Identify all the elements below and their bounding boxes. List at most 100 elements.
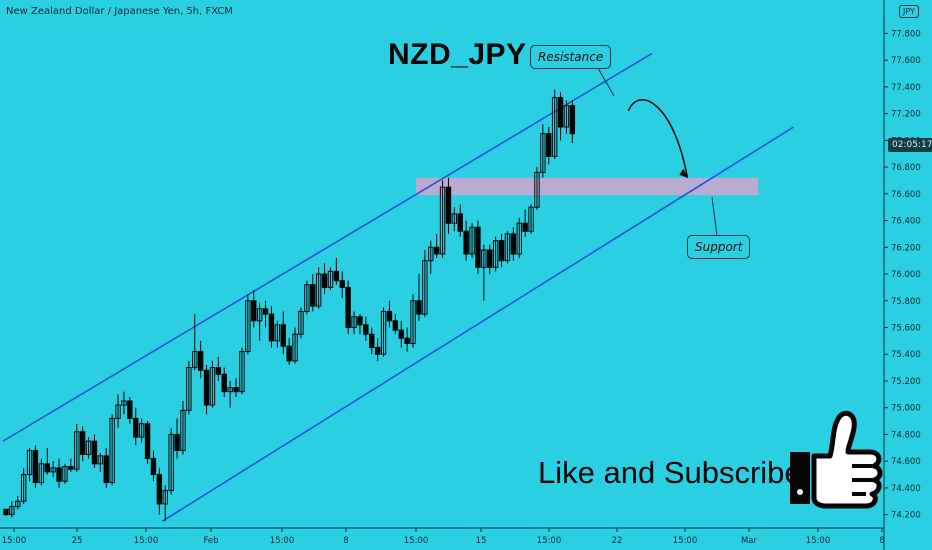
- y-tick-label: 74.400: [891, 484, 921, 494]
- candle: [3, 508, 9, 516]
- y-tick-label: 75.000: [891, 404, 921, 414]
- channel-upper-line: [2, 52, 653, 442]
- candle: [333, 257, 340, 285]
- x-tick-label: 15:00: [404, 536, 429, 546]
- candle: [79, 426, 86, 462]
- x-tick-label: 25: [72, 536, 83, 546]
- candle: [162, 485, 168, 522]
- candle: [239, 347, 245, 395]
- candle: [174, 418, 180, 459]
- candle: [38, 458, 45, 486]
- candle: [138, 418, 145, 443]
- candle: [339, 271, 345, 299]
- candle: [398, 320, 404, 348]
- y-tick-label: 76.800: [891, 163, 921, 173]
- candle: [227, 380, 233, 408]
- candle: [62, 463, 68, 484]
- y-tick-label: 77.400: [891, 83, 921, 93]
- candle: [351, 311, 357, 335]
- y-tick-label: 76.200: [891, 243, 921, 253]
- candle: [221, 367, 227, 398]
- candles: [3, 89, 576, 522]
- x-tick-label: 15:00: [270, 536, 295, 546]
- y-tick-label: 76.600: [891, 190, 921, 200]
- candle: [186, 360, 192, 415]
- candle: [315, 267, 322, 309]
- candle: [374, 338, 381, 361]
- candle: [475, 220, 481, 275]
- candle: [115, 394, 121, 428]
- candle: [563, 100, 570, 134]
- candle: [233, 378, 239, 398]
- candle: [327, 267, 334, 291]
- candle: [433, 233, 440, 258]
- candle: [504, 231, 511, 264]
- like-subscribe-text: Like and Subscribe: [538, 455, 802, 490]
- candle: [439, 180, 446, 258]
- symbol-title: New Zealand Dollar / Japanese Yen, 5h, F…: [6, 6, 233, 17]
- candle: [192, 314, 198, 371]
- candle: [298, 307, 304, 339]
- support-zone: [416, 177, 759, 196]
- candle: [410, 294, 416, 348]
- candle: [416, 274, 422, 321]
- candle: [540, 124, 546, 178]
- candle: [380, 307, 387, 357]
- candle: [209, 360, 216, 408]
- y-tick-label: 75.400: [891, 350, 921, 360]
- candle: [528, 204, 534, 234]
- y-tick-label: 75.800: [891, 297, 921, 307]
- candle: [26, 447, 33, 482]
- candle: [392, 314, 399, 335]
- candle: [386, 300, 393, 328]
- candle: [97, 453, 104, 472]
- candle: [85, 437, 92, 459]
- x-tick-label: 15:00: [2, 536, 27, 546]
- candle: [357, 314, 363, 335]
- candle: [522, 209, 528, 237]
- candle: [74, 423, 80, 472]
- candle: [245, 294, 251, 355]
- candle: [487, 244, 493, 275]
- candle: [180, 401, 186, 455]
- x-tick-label: 8: [343, 536, 348, 546]
- candle: [310, 274, 316, 312]
- candle: [103, 447, 109, 488]
- x-tick-label: 15: [476, 536, 487, 546]
- currency-badge[interactable]: JPY: [899, 5, 919, 18]
- candle: [9, 501, 15, 518]
- x-tick-label: 22: [612, 536, 623, 546]
- candle: [15, 495, 21, 510]
- support-pointer: [711, 196, 718, 237]
- candle: [463, 220, 469, 261]
- candle: [492, 236, 499, 272]
- candle: [215, 356, 222, 381]
- chart-title: NZD_JPY: [388, 38, 527, 71]
- candle: [56, 458, 62, 488]
- candle: [50, 461, 56, 478]
- candle: [451, 207, 458, 232]
- thumbs-up-icon: [790, 410, 883, 509]
- projection-arrow: [627, 99, 689, 178]
- countdown-badge: 02:05:17: [888, 138, 932, 152]
- candle: [268, 306, 275, 348]
- candle: [150, 450, 157, 482]
- x-tick-label: 15:00: [134, 536, 159, 546]
- candle: [68, 458, 74, 472]
- candle: [251, 290, 257, 328]
- candle: [44, 447, 50, 475]
- candle: [156, 467, 163, 515]
- candle: [133, 407, 139, 446]
- x-tick-label: Mar: [741, 536, 758, 546]
- candle: [557, 92, 564, 141]
- candle: [262, 300, 269, 328]
- x-tick-label: 8: [879, 536, 884, 546]
- x-tick-label: 15:00: [673, 536, 698, 546]
- candle: [203, 364, 210, 415]
- x-tick-label: 15:00: [537, 536, 562, 546]
- candle: [457, 204, 463, 237]
- candle: [280, 311, 286, 355]
- candle: [20, 467, 27, 504]
- y-tick-label: 76.400: [891, 217, 921, 227]
